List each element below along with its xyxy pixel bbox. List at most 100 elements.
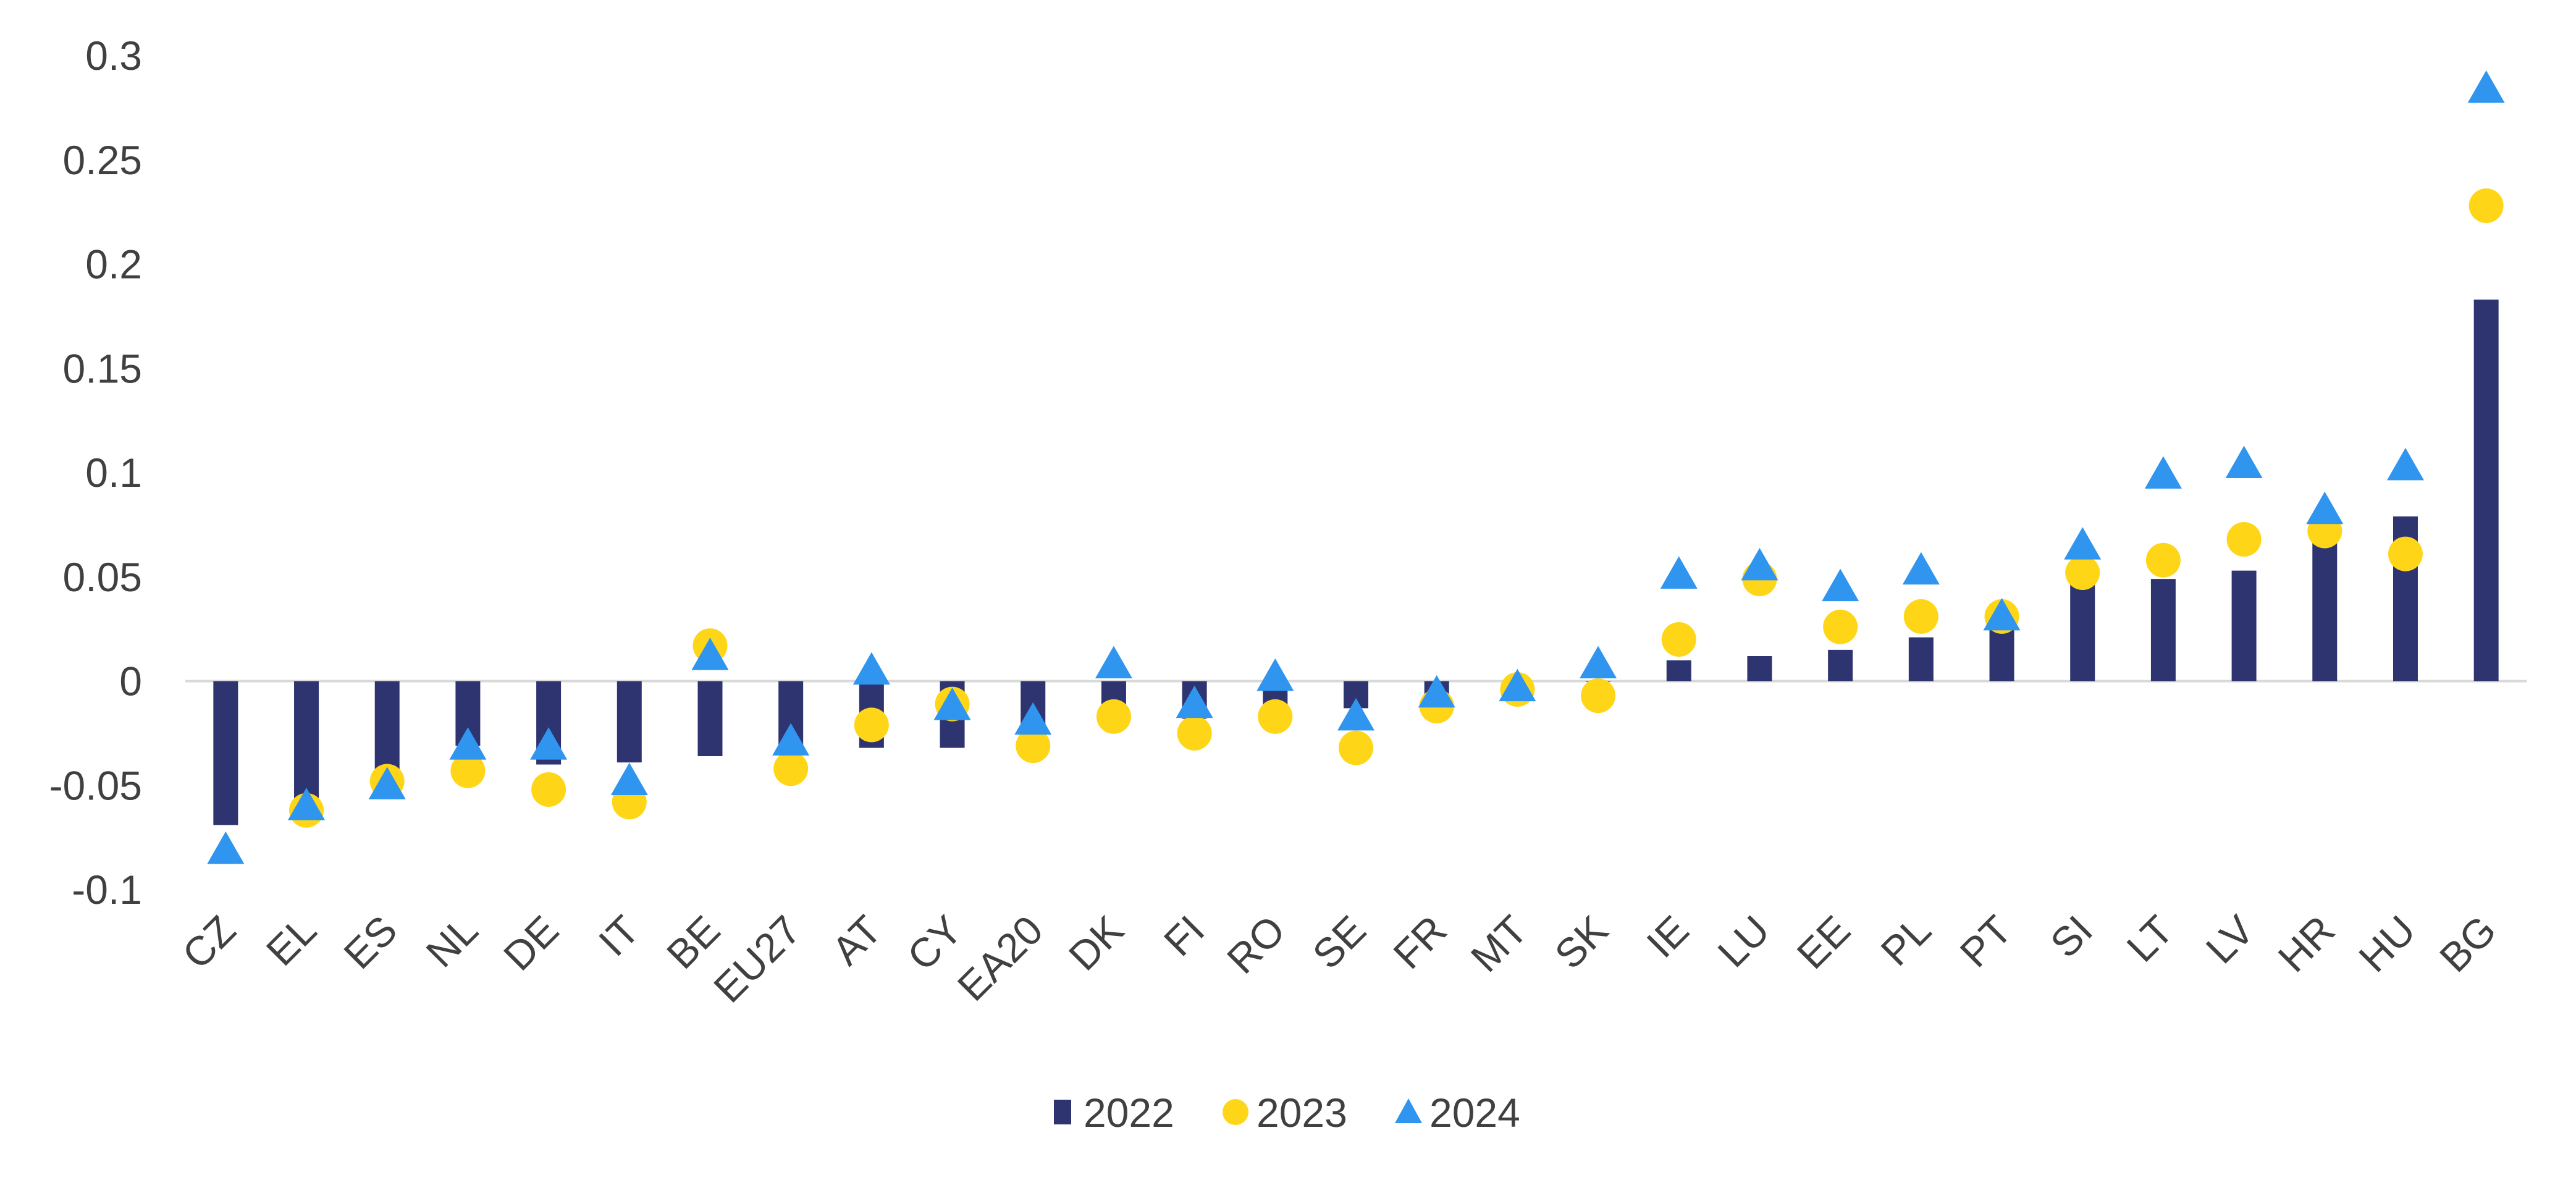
- x-tick-label: PL: [1872, 907, 1939, 974]
- y-tick-label: 0.2: [85, 242, 142, 287]
- y-tick-label: 0.15: [63, 345, 142, 391]
- x-tick-label: SE: [1303, 907, 1374, 978]
- point-2024-lt: [2144, 456, 2182, 489]
- y-axis: 0.3 0.25 0.2 0.15 0.1 0.05 0 -0.05 -0.1: [49, 33, 142, 912]
- legend-swatch-2022: [1054, 1100, 1071, 1124]
- point-2023-sk: [1581, 678, 1616, 714]
- point-2023-bg: [2469, 188, 2504, 223]
- point-2024-cy: [933, 688, 971, 720]
- bar-2022-ee: [1828, 649, 1853, 681]
- point-2023-fi: [1177, 715, 1212, 751]
- x-tick-label: FI: [1155, 907, 1213, 965]
- y-tick-label: 0.05: [63, 554, 142, 600]
- point-2024-hr: [2306, 491, 2344, 525]
- point-2023-nl: [450, 753, 486, 788]
- legend: 2022 2023 2024: [1054, 1090, 1520, 1136]
- x-tick-label: EL: [258, 907, 325, 974]
- point-2023-pl: [1903, 599, 1938, 634]
- x-tick-label: HU: [2350, 907, 2424, 981]
- point-2024-lv: [2225, 445, 2263, 478]
- point-2024-it: [610, 762, 648, 795]
- point-2024-el: [288, 788, 326, 820]
- x-tick-label: DK: [1060, 907, 1132, 979]
- x-tick-label: RO: [1218, 907, 1294, 982]
- point-2024-fi: [1176, 685, 1213, 719]
- point-2023-eu27: [773, 751, 809, 786]
- point-2024-ro: [1256, 658, 1294, 691]
- x-tick-label: LT: [2118, 907, 2181, 971]
- point-2023-lv: [2226, 522, 2262, 557]
- x-tick-label: DE: [495, 907, 567, 979]
- point-2024-de: [530, 727, 568, 760]
- point-2024-mt: [1499, 668, 1536, 702]
- point-2023-se: [1339, 730, 1373, 765]
- point-2023-hu: [2388, 536, 2423, 571]
- x-tick-label: BG: [2431, 907, 2505, 981]
- point-2023-at: [854, 707, 889, 743]
- legend-label-2024: 2024: [1429, 1090, 1520, 1136]
- x-tick-label: LV: [2197, 907, 2263, 972]
- bar-2022-it: [617, 681, 642, 763]
- bar-2022-lv: [2231, 570, 2257, 681]
- bar-2022-ie: [1666, 660, 1691, 681]
- point-2023-dk: [1096, 699, 1131, 734]
- x-tick-label: AT: [823, 907, 890, 974]
- y-tick-label: -0.05: [49, 762, 142, 808]
- point-2024-se: [1337, 697, 1374, 731]
- x-tick-label: ES: [335, 907, 406, 978]
- y-tick-label: 0: [119, 659, 142, 704]
- bar-2022-pt: [1989, 626, 2014, 681]
- point-2024-ie: [1660, 556, 1698, 589]
- point-2024-bg: [2467, 70, 2505, 103]
- bar-2022-be: [697, 681, 723, 756]
- bar-2022-si: [2070, 583, 2095, 681]
- point-2023-lt: [2145, 542, 2181, 578]
- x-tick-label: FR: [1384, 907, 1455, 978]
- x-tick-label: PT: [1951, 907, 2020, 976]
- markers-2024: [207, 70, 2505, 864]
- point-2024-lu: [1741, 547, 1778, 581]
- y-tick-label: 0.1: [85, 450, 142, 495]
- bar-2022-lu: [1747, 656, 1772, 681]
- point-2023-ea20: [1016, 728, 1051, 764]
- y-tick-label: -0.1: [72, 867, 142, 912]
- x-tick-label: MT: [1462, 907, 1536, 981]
- legend-label-2022: 2022: [1084, 1090, 1174, 1136]
- y-tick-label: 0.25: [63, 137, 142, 183]
- point-2024-sk: [1580, 646, 1617, 678]
- bar-2022-el: [294, 681, 319, 806]
- point-2024-ee: [1822, 568, 1859, 602]
- x-tick-label: EA20: [949, 907, 1052, 1010]
- bar-2022-cz: [213, 681, 238, 825]
- point-2024-si: [2064, 527, 2102, 560]
- point-2023-ee: [1823, 609, 1858, 644]
- x-tick-label: NL: [417, 907, 486, 976]
- point-2024-es: [368, 767, 406, 799]
- x-tick-label: EU27: [705, 907, 809, 1011]
- point-2024-dk: [1095, 646, 1132, 678]
- point-2024-hu: [2386, 447, 2424, 481]
- x-tick-label: IE: [1638, 907, 1697, 966]
- legend-label-2023: 2023: [1256, 1090, 1347, 1136]
- bar-2022-lt: [2150, 579, 2176, 681]
- y-tick-label: 0.3: [85, 33, 142, 78]
- point-2024-pt: [1983, 597, 2021, 631]
- bar-2022-hr: [2312, 539, 2338, 681]
- point-2023-de: [531, 772, 566, 807]
- bar-2022-pl: [1908, 637, 1934, 681]
- point-2024-eu27: [772, 723, 810, 756]
- legend-swatch-2024: [1395, 1098, 1422, 1123]
- x-tick-label: SI: [2042, 907, 2101, 966]
- point-2024-at: [852, 652, 890, 685]
- point-2024-pl: [1902, 552, 1940, 585]
- point-2023-ie: [1661, 622, 1696, 657]
- point-2024-be: [691, 638, 729, 670]
- x-tick-label: EE: [1788, 907, 1859, 978]
- point-2024-cz: [207, 831, 245, 864]
- point-2023-si: [2065, 555, 2100, 590]
- point-2024-nl: [449, 727, 487, 760]
- x-tick-label: CZ: [174, 907, 245, 978]
- x-tick-label: SK: [1546, 907, 1617, 978]
